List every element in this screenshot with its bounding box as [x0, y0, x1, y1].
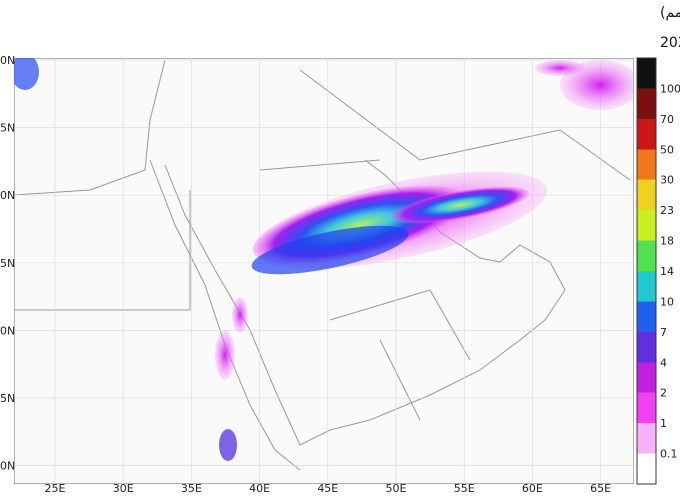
colorbar-label: 70	[660, 113, 674, 126]
lat-label: 0N	[0, 324, 15, 337]
colorbar-label: 1	[660, 417, 667, 430]
map	[14, 58, 634, 484]
lat-label: 0N	[0, 54, 15, 67]
lon-label: 45E	[317, 482, 338, 495]
lat-label: 5N	[0, 392, 15, 405]
lon-label: 30E	[113, 482, 134, 495]
colorbar-label: 18	[660, 235, 674, 248]
lon-label: 55E	[454, 482, 475, 495]
colorbar	[636, 57, 657, 485]
lat-label: 5N	[0, 122, 15, 135]
colorbar-label: 100	[660, 82, 680, 95]
colorbar-label: 2	[660, 387, 667, 400]
title: نموذج ICON - تراكم المطر (مم)	[660, 5, 680, 21]
lon-label: 40E	[249, 482, 270, 495]
lon-label: 25E	[45, 482, 66, 495]
colorbar-label: 14	[660, 265, 674, 278]
precipitation	[14, 58, 634, 461]
lon-label: 60E	[522, 482, 543, 495]
colorbar-label: 50	[660, 143, 674, 156]
colorbar-label: 0.1	[660, 448, 678, 461]
lat-label: 5N	[0, 257, 15, 270]
lat-label: 0N	[0, 189, 15, 202]
colorbar-label: 4	[660, 356, 667, 369]
lon-label: 35E	[181, 482, 202, 495]
colorbar-label: 30	[660, 174, 674, 187]
colorbar-label: 23	[660, 204, 674, 217]
lon-label: 65E	[590, 482, 611, 495]
lat-label: 0N	[0, 460, 15, 473]
colorbar-label: 7	[660, 326, 667, 339]
colorbar-label: 10	[660, 295, 674, 308]
lon-label: 50E	[386, 482, 407, 495]
